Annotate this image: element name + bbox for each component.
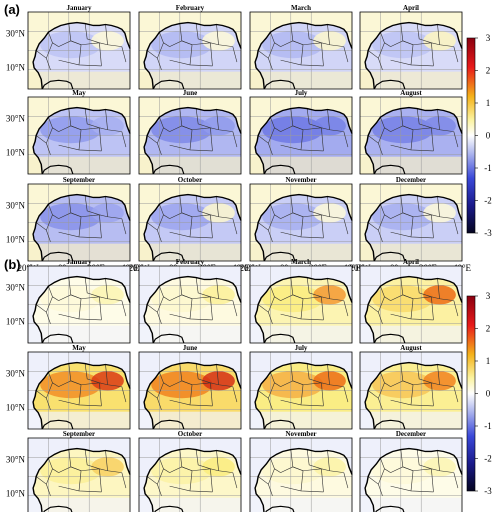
month-title: August [400,344,422,352]
month-title: July [295,89,308,97]
y-tick-label: 10°N [6,488,26,498]
map-february [138,11,242,90]
map-july [249,96,353,175]
map-january [27,11,131,90]
month-title: March [291,258,311,266]
map-june [138,351,242,430]
map-december [359,183,463,262]
y-tick-label: 10°N [6,316,26,326]
y-tick-label: 10°N [6,402,26,412]
y-tick-label: 10°N [6,62,26,72]
month-title: March [291,4,311,12]
colorbar-tick-label: -2 [484,196,492,206]
month-title: June [183,344,197,352]
month-title: July [295,344,308,352]
map-january [27,265,131,344]
map-june [138,96,242,175]
month-title: January [67,4,92,12]
map-april [359,11,463,90]
month-title: September [63,176,95,184]
map-may [27,96,131,175]
y-tick-label: 30°N [6,455,26,465]
map-march [249,265,353,344]
panel-label: (a) [4,2,20,17]
month-title: December [396,430,426,438]
month-title: October [178,176,203,184]
month-title: June [183,89,197,97]
month-title: April [403,4,419,12]
y-tick-label: 30°N [6,369,26,379]
panel-label: (b) [4,257,21,272]
month-title: May [72,89,86,97]
colorbar [466,37,476,234]
map-july [249,351,353,430]
y-tick-label: 10°N [6,147,26,157]
month-title: February [176,258,205,266]
map-august [359,351,463,430]
y-tick-label: 30°N [6,29,26,39]
map-november [249,183,353,262]
colorbar-tick-label: -2 [484,454,492,464]
colorbar-tick-label: 3 [486,33,491,43]
month-title: November [285,430,316,438]
month-title: October [178,430,203,438]
colorbar-tick-label: 3 [486,291,491,301]
colorbar [466,295,476,492]
colorbar-tick-label: -3 [484,486,492,496]
map-april [359,265,463,344]
colorbar-tick-label: 0 [486,389,491,399]
month-title: May [72,344,86,352]
month-title: November [285,176,316,184]
colorbar-tick-label: 0 [486,131,491,141]
map-december [359,437,463,512]
colorbar-tick-label: 2 [486,66,491,76]
y-tick-label: 30°N [6,283,26,293]
map-march [249,11,353,90]
map-september [27,437,131,512]
y-tick-label: 30°N [6,201,26,211]
month-title: August [400,89,422,97]
month-title: January [67,258,92,266]
colorbar-tick-label: 1 [486,98,491,108]
map-november [249,437,353,512]
y-tick-label: 30°N [6,114,26,124]
colorbar-tick-label: -1 [484,421,492,431]
map-october [138,183,242,262]
map-october [138,437,242,512]
map-august [359,96,463,175]
month-title: February [176,4,205,12]
month-title: December [396,176,426,184]
month-title: April [403,258,419,266]
colorbar-tick-label: 2 [486,324,491,334]
y-tick-label: 10°N [6,234,26,244]
colorbar-tick-label: -3 [484,228,492,238]
map-may [27,351,131,430]
month-title: September [63,430,95,438]
map-february [138,265,242,344]
colorbar-tick-label: 1 [486,356,491,366]
colorbar-tick-label: -1 [484,163,492,173]
map-september [27,183,131,262]
